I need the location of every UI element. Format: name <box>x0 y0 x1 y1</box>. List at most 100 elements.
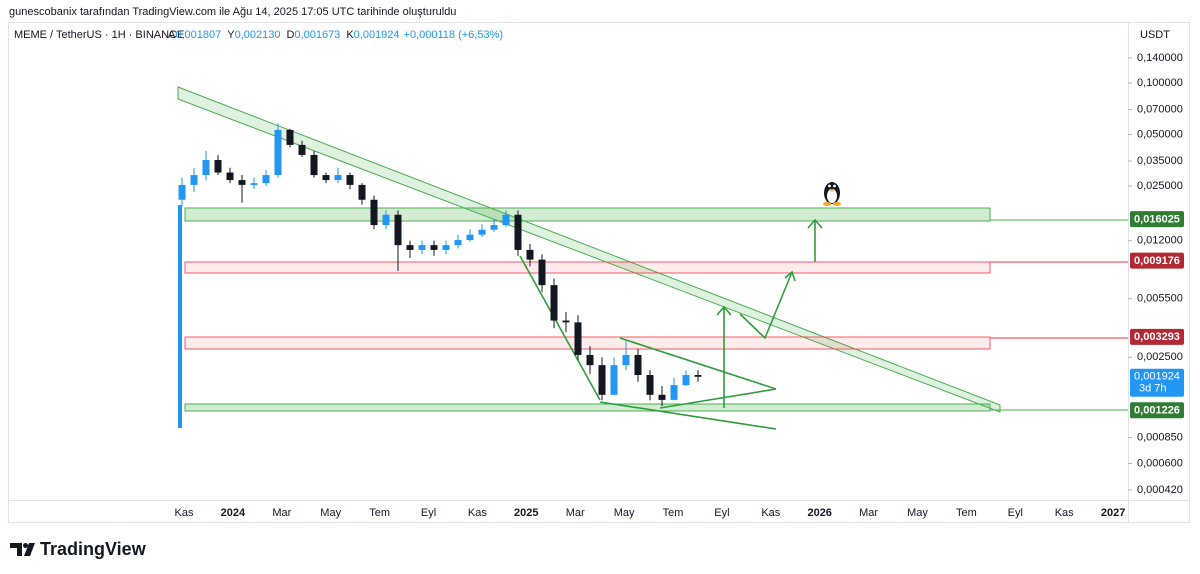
x-tick-label: Kas <box>468 507 487 519</box>
candle-body <box>298 144 306 155</box>
wedge-line <box>599 401 777 430</box>
legend-key: K <box>346 29 354 41</box>
x-tick-label: Eyl <box>714 507 729 519</box>
candle-body <box>598 365 606 395</box>
candle-body <box>418 245 426 250</box>
candle-body <box>406 245 414 250</box>
candle-body <box>238 180 246 185</box>
candle-body <box>658 394 666 400</box>
support-zone <box>184 207 991 222</box>
candle-body <box>394 214 402 246</box>
last-price-label: 0,001924 <box>1134 371 1180 383</box>
y-tick-label: 0,025000 <box>1137 180 1183 192</box>
candle-body <box>610 365 618 395</box>
candle-body <box>586 354 594 366</box>
legend-key: A <box>168 29 176 41</box>
candle-body <box>370 199 378 226</box>
x-tick-label: Tem <box>369 507 390 519</box>
legend-change: +0,000118 (+6,53%) <box>404 29 503 41</box>
range-bar <box>178 205 182 428</box>
y-tick-label: 0,000600 <box>1137 457 1183 469</box>
attribution: gunescobanix tarafından TradingView.com … <box>9 6 456 18</box>
x-tick-label: 2025 <box>514 507 538 519</box>
x-tick-label: Mar <box>566 507 585 519</box>
candle-body <box>442 245 450 250</box>
x-tick-label: Mar <box>272 507 291 519</box>
x-tick-label: Kas <box>1055 507 1074 519</box>
x-tick-label: May <box>907 507 928 519</box>
x-tick-label: 2027 <box>1101 507 1125 519</box>
logo-mark <box>10 543 22 556</box>
brand: TradingView <box>40 539 147 559</box>
candle-body <box>334 175 342 181</box>
legend-value: 0,002130 <box>235 29 281 41</box>
candle-body <box>550 285 558 321</box>
candle-body <box>346 175 354 185</box>
logo: TradingView <box>10 539 147 559</box>
ohlc-legend: A0,001807 Y0,002130 D0,001673 K0,001924 +0,0… <box>168 29 503 41</box>
legend-value: 0,001673 <box>294 29 340 41</box>
candle-body <box>526 249 534 260</box>
y-tick-label: 0,050000 <box>1137 128 1183 140</box>
arrow <box>716 305 732 408</box>
candle-body <box>478 229 486 235</box>
logo-mark <box>23 543 28 548</box>
y-tick-label: 0,035000 <box>1137 155 1183 167</box>
last-price-box <box>1130 368 1184 397</box>
candle-body <box>538 259 546 286</box>
candle-body <box>514 214 522 250</box>
candle-body <box>322 175 330 181</box>
candle-body <box>646 375 654 395</box>
x-tick-label: Kas <box>175 507 194 519</box>
level-label-box <box>1130 211 1184 228</box>
legend-value: 0,001807 <box>175 29 221 41</box>
x-tick-label: Tem <box>956 507 977 519</box>
y-tick-label: 0,000850 <box>1137 431 1183 443</box>
legend-key: Y <box>227 29 235 41</box>
candle-body <box>454 240 462 246</box>
arrow <box>739 270 796 340</box>
candle-body <box>490 225 498 230</box>
y-tick-label: 0,000420 <box>1137 484 1183 496</box>
candle-body <box>682 375 690 386</box>
level-label: 0,003293 <box>1134 331 1180 343</box>
y-tick-label: 0,012000 <box>1137 235 1183 247</box>
candle-body <box>670 385 678 400</box>
candle-body <box>562 320 570 323</box>
candle-body <box>502 214 510 226</box>
level-label: 0,001226 <box>1134 405 1180 417</box>
candle-body <box>358 184 366 200</box>
candle-body <box>466 234 474 241</box>
legend-value: 0,001924 <box>354 29 400 41</box>
level-label-box <box>1130 402 1184 419</box>
level-label-box <box>1130 328 1184 345</box>
candle-body <box>574 322 582 355</box>
x-tick-label: May <box>614 507 635 519</box>
trend-line <box>519 255 601 401</box>
candle-body <box>190 175 198 185</box>
candle-body <box>382 214 390 226</box>
candle-body <box>214 160 222 173</box>
resistance-zone <box>184 261 991 274</box>
candle-body <box>226 172 234 181</box>
wedge-line <box>619 337 777 390</box>
countdown: 3d 7h <box>1139 383 1167 395</box>
x-tick-label: 2024 <box>221 507 246 519</box>
level-label: 0,016025 <box>1134 214 1180 226</box>
candle-body <box>178 184 186 200</box>
candle-body <box>634 354 642 376</box>
x-tick-label: Eyl <box>421 507 436 519</box>
x-tick-label: Eyl <box>1008 507 1023 519</box>
arrow <box>807 218 823 262</box>
candle-body <box>622 354 630 366</box>
candle-body <box>262 175 270 184</box>
channel-band <box>177 86 1001 413</box>
currency: USDT <box>1140 29 1170 41</box>
x-tick-label: Kas <box>761 507 780 519</box>
x-tick-label: Mar <box>859 507 878 519</box>
x-tick-label: 2026 <box>807 507 831 519</box>
level-label: 0,009176 <box>1134 255 1180 267</box>
level-label-box <box>1130 252 1184 269</box>
